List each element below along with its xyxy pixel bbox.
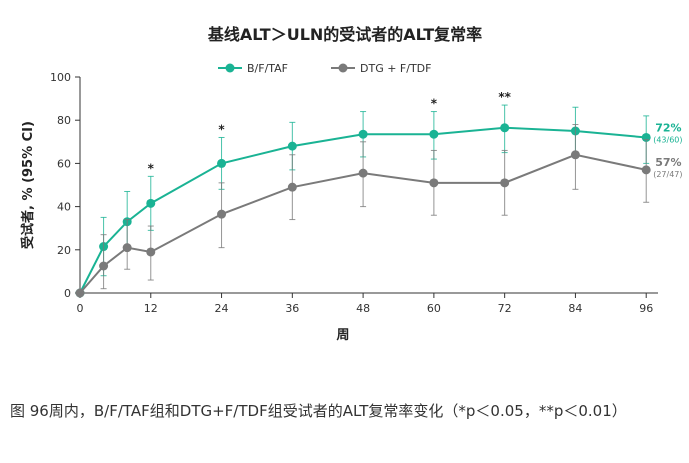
end-count-label: (43/60): [653, 135, 682, 144]
significance-marker: **: [498, 90, 511, 104]
x-tick-label: 24: [215, 302, 229, 315]
data-point: [570, 150, 580, 160]
data-point: [217, 209, 227, 219]
y-tick-label: 40: [57, 201, 71, 214]
significance-marker: *: [218, 122, 225, 136]
data-point: [287, 141, 297, 151]
legend-marker: [225, 63, 235, 73]
chart-svg: 基线ALT＞ULN的受试者的ALT复常率 受试者, % (95% CI) 周 0…: [20, 25, 683, 343]
end-value-label: 72%: [655, 121, 681, 134]
y-tick-label: 20: [57, 244, 71, 257]
x-tick-label: 84: [568, 302, 582, 315]
chart: 基线ALT＞ULN的受试者的ALT复常率 受试者, % (95% CI) 周 0…: [20, 25, 683, 343]
y-tick-label: 100: [50, 71, 71, 84]
data-point: [146, 247, 156, 257]
y-axis-label: 受试者, % (95% CI): [20, 121, 36, 249]
data-point: [358, 129, 368, 139]
legend-label: B/F/TAF: [247, 62, 288, 75]
significance-marker: *: [431, 97, 438, 111]
x-tick-label: 60: [427, 302, 441, 315]
legend-label: DTG + F/TDF: [360, 62, 431, 75]
data-point: [146, 198, 156, 208]
x-tick-label: 96: [639, 302, 653, 315]
legend-marker: [338, 63, 348, 73]
data-point: [358, 168, 368, 178]
data-point: [429, 178, 439, 188]
plot-layer: 0 20 40 60 80 100 0 12 24 36 48 60 72 84 96 B/F/TAF DTG …: [50, 62, 683, 315]
data-point: [122, 243, 132, 253]
data-point: [99, 261, 109, 271]
y-tick-label: 60: [57, 157, 71, 170]
figure-caption: 图 96周内，B/F/TAF组和DTG+F/TDF组受试者的ALT复常率变化（*…: [10, 402, 627, 420]
significance-marker: *: [148, 161, 155, 175]
data-point: [429, 129, 439, 139]
x-tick-label: 72: [498, 302, 512, 315]
end-count-label: (27/47): [653, 170, 682, 179]
data-point: [75, 288, 85, 298]
x-tick-label: 36: [285, 302, 299, 315]
chart-title: 基线ALT＞ULN的受试者的ALT复常率: [207, 25, 482, 44]
data-point: [641, 165, 651, 175]
x-axis-label: 周: [336, 328, 349, 343]
x-tick-label: 48: [356, 302, 370, 315]
data-point: [217, 158, 227, 168]
y-tick-label: 0: [64, 287, 71, 300]
y-tick-label: 80: [57, 114, 71, 127]
data-point: [500, 123, 510, 133]
x-tick-label: 0: [77, 302, 84, 315]
end-value-label: 57%: [655, 156, 681, 169]
data-point: [500, 178, 510, 188]
x-tick-label: 12: [144, 302, 158, 315]
data-point: [287, 182, 297, 192]
